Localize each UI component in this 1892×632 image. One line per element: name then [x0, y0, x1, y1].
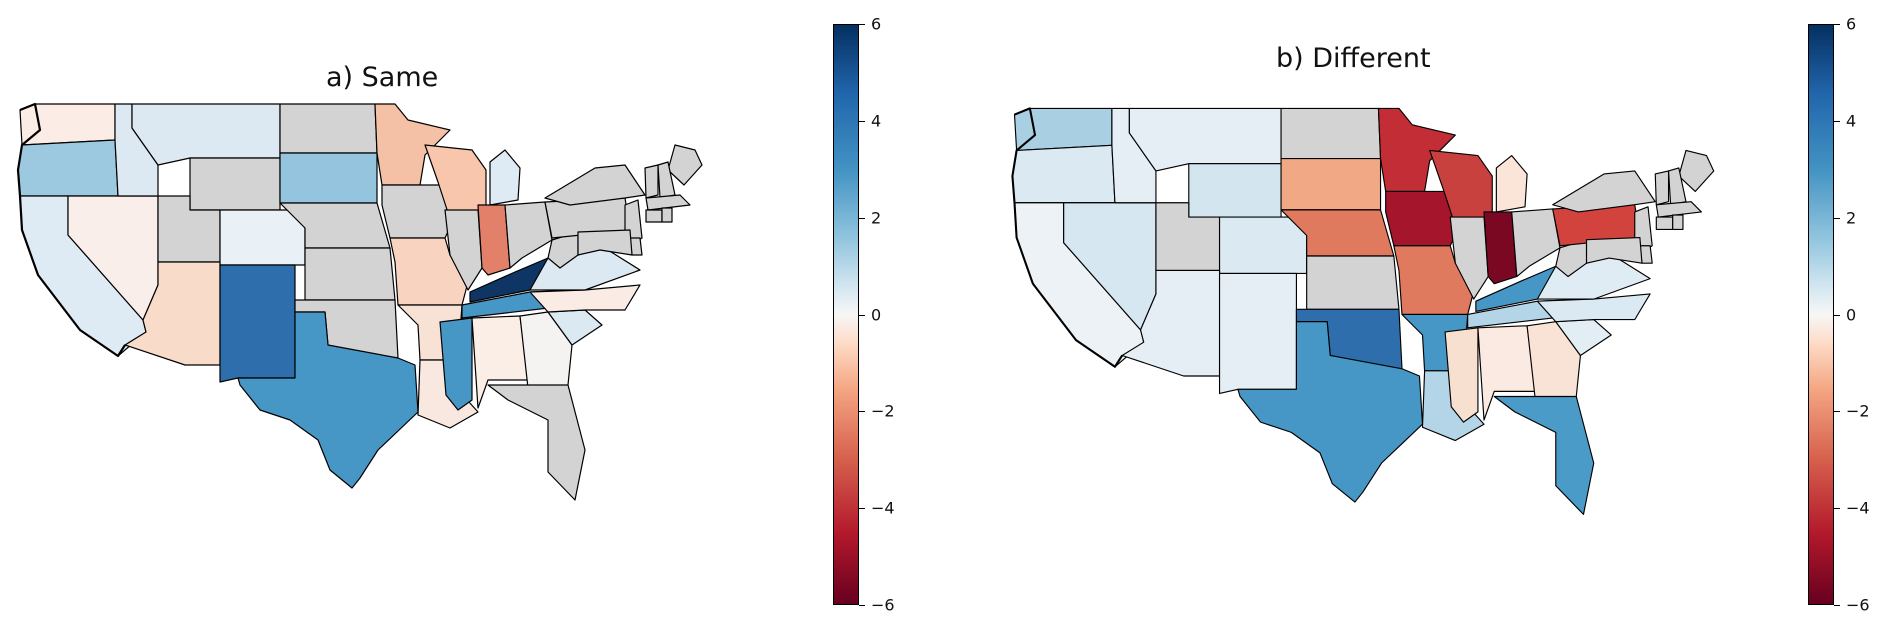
- state-fl: [1493, 395, 1595, 515]
- colorbar-tick: [859, 24, 865, 25]
- state-me: [667, 144, 703, 186]
- colorbar-tick: [859, 605, 865, 606]
- state-or: [1011, 144, 1116, 204]
- colorbar-tick-label: −2: [1846, 401, 1870, 421]
- state-nd: [279, 103, 378, 154]
- colorbar-tick-label: 2: [871, 208, 882, 228]
- colorbar-tick: [859, 120, 865, 122]
- state-mo: [1393, 245, 1475, 316]
- state-nm: [1218, 272, 1298, 395]
- colorbar-tick-label: −4: [871, 498, 895, 518]
- colorbar-tick: [1834, 314, 1840, 316]
- state-vt: [644, 164, 659, 199]
- colorbar-tick-label: 0: [871, 305, 882, 324]
- state-co: [219, 209, 306, 266]
- colorbar-tick-label: 0: [1846, 305, 1857, 324]
- colorbar-tick: [1834, 120, 1840, 122]
- state-mo: [389, 237, 469, 306]
- panel-a-same: a) Same 6 4 2 0 −2 −4 −6: [16, 14, 895, 615]
- state-in: [1483, 211, 1518, 285]
- state-nm: [219, 264, 296, 383]
- state-mt: [131, 103, 281, 166]
- state-or: [17, 139, 119, 197]
- state-il: [444, 209, 483, 291]
- colorbar-tick-label: −4: [1846, 498, 1870, 518]
- choropleth-map-a: [16, 102, 703, 501]
- west-coastline: [1011, 107, 1124, 368]
- state-mi: [489, 149, 521, 206]
- state-ct: [645, 209, 663, 223]
- colorbar-tick: [1834, 411, 1840, 413]
- state-al: [471, 315, 529, 409]
- state-oh: [504, 201, 553, 269]
- colorbar-tick-label: 6: [1846, 14, 1857, 34]
- colorbar-tick: [1834, 24, 1840, 25]
- colorbar-tick-label: 6: [871, 14, 882, 34]
- panel-title: a) Same: [326, 62, 439, 93]
- state-mn: [1377, 107, 1456, 193]
- state-ms: [1444, 327, 1479, 423]
- state-mi: [1495, 155, 1528, 213]
- state-nd: [1280, 107, 1382, 160]
- colorbar-tick-label: −2: [871, 401, 895, 421]
- state-me: [1678, 149, 1715, 193]
- colorbar-tick: [859, 411, 865, 413]
- colorbar-tick-label: 4: [1846, 111, 1857, 131]
- colorbar-tick: [859, 314, 865, 316]
- state-mn: [374, 103, 451, 186]
- west-coastline: [16, 102, 126, 358]
- state-md: [1585, 237, 1643, 264]
- colorbar-tick-label: 2: [1846, 208, 1857, 228]
- colorbar-tick: [859, 508, 865, 510]
- colorbar-tick: [1834, 605, 1840, 606]
- panel-title: b) Different: [1276, 43, 1431, 74]
- state-tx: [1237, 321, 1424, 503]
- colorbar-tick: [859, 217, 865, 219]
- state-wy: [189, 157, 281, 211]
- colorbar-gradient: [833, 24, 859, 605]
- state-il: [1449, 216, 1489, 300]
- state-ms: [439, 317, 473, 411]
- state-vt: [1654, 170, 1670, 206]
- state-sd: [1280, 158, 1382, 211]
- colorbar-tick-label: −6: [871, 595, 895, 615]
- colorbar-tick-label: −6: [1846, 595, 1870, 615]
- state-sd: [279, 152, 378, 204]
- state-mt: [1128, 107, 1282, 172]
- state-ks: [304, 247, 396, 301]
- state-ma: [645, 194, 691, 211]
- state-ri: [1672, 214, 1684, 230]
- state-ks: [1306, 255, 1400, 310]
- state-ma: [1655, 201, 1702, 218]
- panel-b-different: b) Different 6 4 2 0 −2 −4 −6: [946, 0, 1892, 632]
- state-wa: [19, 103, 116, 146]
- state-wy: [1188, 163, 1282, 218]
- state-ga: [519, 311, 573, 389]
- colorbar-tick: [1834, 508, 1840, 510]
- state-ga: [1526, 321, 1582, 401]
- state-in: [477, 204, 511, 276]
- state-md: [577, 229, 633, 256]
- state-tx: [237, 311, 419, 489]
- colorbar-tick-label: 4: [871, 111, 882, 131]
- state-ny: [1552, 170, 1656, 213]
- state-fl: [487, 384, 586, 501]
- state-oh: [1511, 208, 1561, 278]
- choropleth-map-b: [1011, 107, 1715, 515]
- state-ny: [544, 164, 646, 206]
- state-co: [1218, 216, 1308, 275]
- state-ri: [661, 207, 673, 223]
- state-al: [1477, 325, 1536, 421]
- state-wa: [1013, 107, 1113, 152]
- state-ct: [1655, 216, 1674, 230]
- colorbar-tick: [1834, 217, 1840, 219]
- colorbar-gradient: [1808, 24, 1834, 605]
